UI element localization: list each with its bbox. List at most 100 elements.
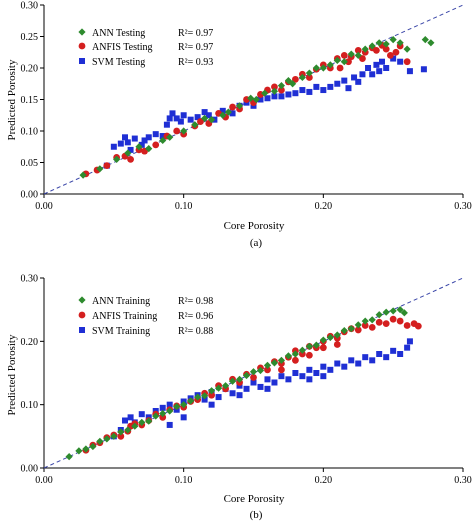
svm-point-b xyxy=(306,366,313,373)
ann-point-b xyxy=(389,307,397,315)
svm-point-b xyxy=(236,392,243,399)
ann-point-b xyxy=(65,453,73,461)
legend-r2-anfis-b: R²= 0.96 xyxy=(178,311,213,322)
anfis-point-b xyxy=(333,341,341,348)
svm-point-a xyxy=(201,109,208,116)
legend-label-ann-a: ANN Testing xyxy=(92,28,145,39)
svm-point-b xyxy=(229,390,236,397)
anfis-point-b xyxy=(264,366,271,374)
svm-point-a xyxy=(341,77,348,84)
svm-point-a xyxy=(376,68,383,75)
ann-point-a xyxy=(96,165,104,173)
x-tick-label-a: 0.10 xyxy=(175,201,193,212)
svm-point-b xyxy=(320,373,327,380)
ann-point-b xyxy=(368,316,376,324)
ann-point-b xyxy=(235,375,244,383)
ann-point-b xyxy=(82,445,90,453)
svm-point-a xyxy=(229,110,236,117)
svm-point-b xyxy=(299,373,306,380)
ann-point-a xyxy=(319,64,327,72)
anfis-point-b xyxy=(292,356,299,364)
anfis-point-b xyxy=(354,326,362,334)
ann-point-a xyxy=(191,121,199,129)
ann-point-a xyxy=(113,155,121,163)
svm-point-b xyxy=(201,396,208,403)
anfis-point-a xyxy=(152,141,160,149)
anfis-point-a xyxy=(229,103,236,111)
ann-point-b xyxy=(319,336,327,344)
svm-point-b xyxy=(397,351,404,357)
ann-point-a xyxy=(235,102,244,110)
x-axis-label-b: Core Porosity xyxy=(224,493,285,505)
svm-point-a xyxy=(187,116,194,123)
anfis-point-b xyxy=(396,317,404,325)
svm-point-a xyxy=(173,115,180,122)
legend-label-anfis-b: ANFIS Training xyxy=(92,311,157,322)
svm-point-b xyxy=(313,370,320,376)
svm-point-b xyxy=(369,357,376,364)
ann-point-b xyxy=(75,447,83,455)
svm-point-a xyxy=(127,146,134,153)
svm-point-a xyxy=(383,65,390,71)
ann-point-a xyxy=(208,116,216,124)
ann-point-a xyxy=(289,80,297,88)
svm-point-b xyxy=(348,357,355,364)
legend-markers-b xyxy=(78,296,86,333)
chart-panel-a: 0.00 0.10 0.20 0.30 0.00 0.05 0.10 0.15 0.20 0.25… xyxy=(6,1,472,250)
ann-point-a xyxy=(224,108,232,116)
chart-panel-b: 0.00 0.10 0.20 0.30 0.00 0.10 0.20 0.30 Core Po… xyxy=(6,274,472,522)
x-tick-label-b: 0.00 xyxy=(35,475,53,486)
svm-point-a xyxy=(345,85,352,92)
svm-point-b xyxy=(250,379,257,386)
anfis-point-b xyxy=(298,350,306,358)
anfis-point-b xyxy=(278,366,285,374)
legend-item-ann-b: ANN Training R²= 0.98 xyxy=(92,296,213,307)
svm-point-b xyxy=(376,351,383,357)
plot-area-b: 0.00 0.10 0.20 0.30 0.00 0.10 0.20 0.30 xyxy=(21,274,472,487)
svm-point-b xyxy=(180,414,187,421)
x-tick-label-b: 0.10 xyxy=(175,475,193,486)
svm-point-a xyxy=(138,141,145,148)
anfis-point-a xyxy=(340,52,348,59)
svm-point-b xyxy=(166,421,173,428)
legend-item-anfis-b: ANFIS Training R²= 0.96 xyxy=(92,311,213,322)
svm-point-a xyxy=(359,71,366,78)
anfis-point-b xyxy=(368,324,376,331)
svm-point-b xyxy=(334,360,341,367)
svm-point-b xyxy=(383,354,390,361)
ann-point-a xyxy=(298,73,306,82)
svm-point-a xyxy=(369,71,376,78)
ann-point-a xyxy=(312,64,320,72)
ann-point-b xyxy=(249,368,258,376)
svm-point-b xyxy=(278,373,285,380)
ann-point-b xyxy=(187,397,195,405)
svm-point-a xyxy=(163,121,170,128)
svm-point-a xyxy=(141,137,148,144)
anfis-point-b xyxy=(389,315,397,323)
anfis-point-b xyxy=(319,344,327,352)
svm-point-a xyxy=(194,114,201,121)
svm-point-a xyxy=(145,134,152,141)
ann-point-a xyxy=(284,77,293,85)
anfis-point-a xyxy=(373,46,380,54)
svm-point-a xyxy=(334,80,341,87)
y-tick-label-a: 0.25 xyxy=(21,32,39,43)
anfis-point-a xyxy=(359,55,366,62)
ann-point-a xyxy=(166,133,174,141)
svm-point-b xyxy=(257,383,264,390)
anfis-point-a xyxy=(336,64,344,72)
ann-point-a xyxy=(201,114,209,122)
svm-point-a xyxy=(110,143,117,150)
svm-point-a xyxy=(122,134,129,141)
ann-point-a xyxy=(368,42,376,50)
legend-r2-anfis-a: R²= 0.97 xyxy=(178,42,213,53)
svm-point-a xyxy=(313,83,320,90)
svm-point-a xyxy=(257,96,264,103)
ann-point-a xyxy=(375,39,383,47)
legend-marker-svm-a xyxy=(79,58,85,64)
anfis-point-a xyxy=(403,58,411,66)
anfis-point-a xyxy=(173,127,181,135)
ann-point-b xyxy=(117,428,125,436)
x-tick-label-a: 0.30 xyxy=(454,201,472,212)
